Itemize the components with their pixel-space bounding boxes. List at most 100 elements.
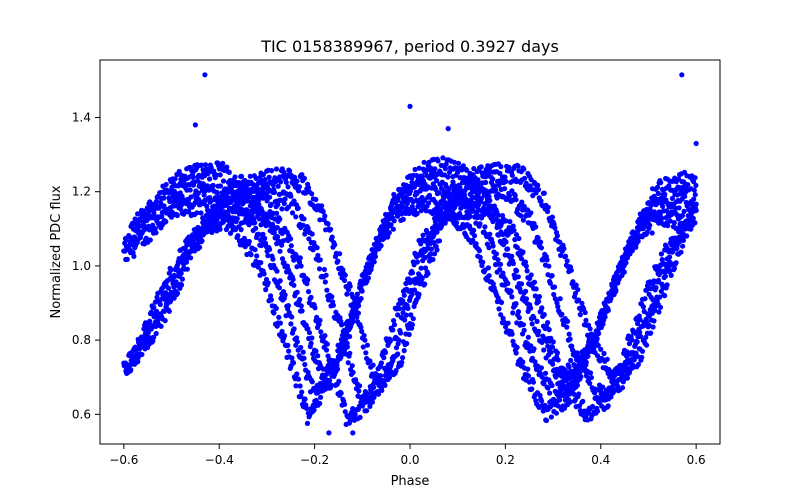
data-point (690, 218, 696, 224)
data-point (297, 296, 303, 303)
data-point (347, 350, 353, 356)
data-point (161, 308, 167, 314)
data-point (574, 350, 581, 356)
data-point (323, 347, 330, 353)
data-point (520, 322, 527, 328)
data-point (559, 311, 565, 317)
data-point (321, 266, 327, 273)
data-point (657, 304, 664, 310)
data-point (474, 209, 480, 215)
data-point (147, 340, 153, 346)
data-point (313, 196, 319, 203)
data-point (497, 261, 504, 267)
data-point (127, 234, 133, 240)
data-point (546, 263, 552, 269)
data-point (298, 303, 304, 309)
data-point (676, 205, 682, 211)
data-point (505, 320, 511, 326)
data-point (425, 241, 431, 247)
data-point (342, 409, 348, 415)
data-point (422, 281, 428, 287)
data-point (435, 212, 441, 218)
data-point (679, 232, 685, 239)
data-point (167, 294, 173, 300)
data-point (305, 225, 311, 231)
data-point (269, 221, 276, 227)
data-point (565, 391, 571, 397)
data-point (587, 326, 593, 332)
data-point (409, 291, 415, 297)
data-point (316, 321, 322, 327)
data-point (195, 190, 201, 196)
data-point (459, 167, 465, 173)
data-point (669, 195, 676, 201)
data-point (431, 251, 438, 257)
data-point (349, 363, 355, 369)
data-point (309, 379, 315, 385)
data-point (451, 159, 457, 165)
data-point (295, 205, 301, 211)
data-point (180, 246, 186, 252)
data-point (423, 208, 429, 214)
data-point (426, 192, 433, 198)
data-point (174, 290, 181, 296)
data-point (590, 403, 596, 410)
data-point (655, 190, 661, 196)
data-point (654, 184, 661, 190)
data-point (565, 318, 571, 324)
data-point (631, 351, 637, 358)
data-point (521, 166, 527, 172)
data-point (632, 330, 638, 336)
data-point (347, 283, 353, 289)
data-point (356, 298, 362, 304)
data-point (600, 384, 606, 390)
data-point (685, 218, 691, 224)
data-point (580, 398, 586, 404)
data-point (162, 318, 168, 324)
data-point (463, 199, 470, 205)
data-point (465, 185, 471, 191)
data-point (139, 341, 145, 347)
data-point (328, 357, 334, 363)
data-point (428, 165, 434, 171)
data-point (659, 281, 665, 287)
data-point (382, 349, 389, 356)
data-point (179, 276, 185, 282)
data-point (493, 251, 499, 257)
data-point (520, 217, 527, 223)
data-point (492, 183, 498, 189)
data-point (279, 242, 285, 248)
data-point (391, 322, 398, 328)
data-point (379, 387, 385, 393)
data-point (455, 160, 462, 166)
data-point (344, 344, 350, 350)
data-point (163, 181, 169, 188)
y-tick-label: 1.2 (72, 185, 91, 199)
data-point (430, 256, 436, 263)
data-point (163, 219, 169, 225)
data-point (514, 244, 520, 251)
data-point (568, 267, 574, 273)
data-point (315, 252, 321, 259)
data-point (421, 197, 428, 203)
data-point (603, 306, 609, 312)
data-point (404, 340, 410, 347)
data-point (345, 360, 351, 366)
data-point (434, 178, 440, 184)
data-point (318, 329, 324, 335)
data-point (407, 280, 413, 286)
data-point (178, 282, 185, 288)
data-point (249, 213, 255, 219)
data-point (566, 364, 572, 370)
data-point (325, 297, 332, 303)
data-point (285, 204, 291, 210)
data-point (268, 297, 274, 303)
data-point (549, 214, 556, 220)
data-point (505, 246, 511, 252)
data-point (639, 348, 646, 354)
data-point (576, 361, 582, 368)
data-point (391, 218, 397, 224)
data-point (633, 244, 639, 250)
data-point (238, 227, 244, 233)
data-point (555, 403, 561, 409)
